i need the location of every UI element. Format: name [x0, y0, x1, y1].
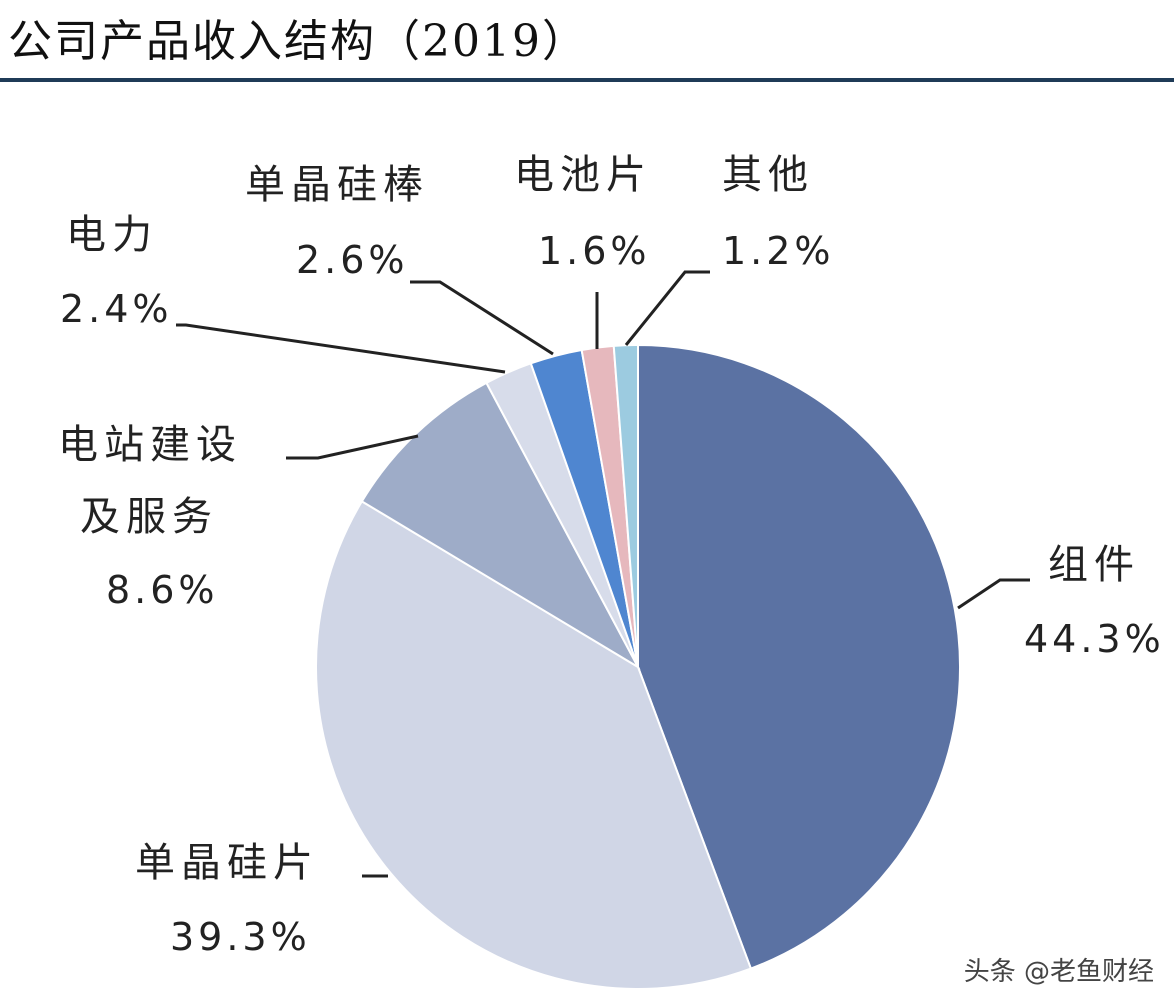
pie-slice-2 [315, 499, 753, 990]
slice-value-label-7: 1.2% [722, 229, 835, 273]
slice-name-label-3: 电站建设 [58, 422, 242, 468]
leader-line-5 [410, 280, 554, 356]
leader-line-7 [624, 270, 710, 346]
slice-name-label-4: 电力 [66, 212, 158, 258]
chart-header: 公司产品收入结构（2019） [0, 0, 1174, 84]
pie-slice-7 [612, 343, 639, 668]
pie-slice-1 [637, 343, 961, 970]
slice-value-label-6: 1.6% [538, 229, 651, 273]
slice-value-label-3: 8.6% [106, 568, 219, 612]
title-underline [0, 78, 1174, 82]
slice-name-label-1: 组件 [1048, 542, 1140, 588]
pie-slices [315, 343, 961, 990]
watermark: 头条 @老鱼财经 [963, 957, 1154, 987]
slice-name-label-3: 及服务 [80, 494, 218, 540]
slice-name-label-2: 单晶硅片 [135, 840, 319, 886]
slice-name-label-5: 单晶硅棒 [245, 162, 429, 208]
leader-line-1 [957, 578, 1030, 610]
slice-value-label-2: 39.3% [170, 915, 311, 959]
slice-value-label-1: 44.3% [1024, 617, 1165, 661]
slice-name-label-7: 其他 [722, 152, 814, 198]
slice-value-label-4: 2.4% [60, 287, 173, 331]
pie-slice-3 [360, 381, 641, 670]
slice-value-label-5: 2.6% [296, 238, 409, 282]
leader-line-3 [286, 434, 419, 460]
slice-name-label-6: 电池片 [514, 152, 652, 198]
leader-lines [176, 270, 1030, 878]
leader-line-4 [176, 323, 506, 374]
chart-title: 公司产品收入结构（2019） [8, 16, 588, 67]
